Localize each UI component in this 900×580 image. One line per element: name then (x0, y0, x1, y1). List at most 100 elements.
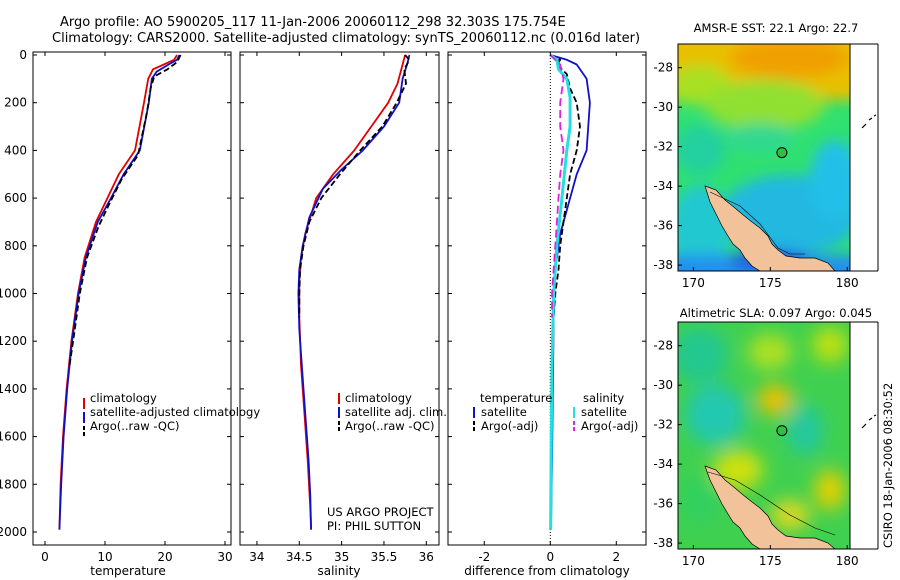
y-tick-label: 1200 (0, 334, 27, 348)
y-tick-label: 400 (4, 143, 27, 157)
series-satellite-adjusted-climatology (58, 54, 181, 530)
sst-argo-location-marker (776, 147, 788, 159)
pi-credit: PI: PHIL SUTTON (327, 519, 421, 533)
x-tick-label: 20 (157, 550, 172, 564)
legend-label-temp-argo: Argo(-adj) (481, 419, 538, 433)
x-tick-label: -2 (478, 550, 490, 564)
legend-label-climatology: climatology (90, 391, 157, 405)
legend-label-satellite-adjusted: satellite-adjusted climatology (90, 405, 260, 419)
lat-tick-label: -30 (653, 100, 673, 114)
x-tick-label: 34 (249, 550, 264, 564)
legend-label-argo: Argo(..raw -QC) (345, 419, 435, 433)
lat-tick-label: -34 (653, 457, 673, 471)
y-tick-label: 200 (4, 96, 27, 110)
lat-tick-label: -38 (653, 536, 673, 550)
lat-tick-label: -36 (653, 219, 673, 233)
lon-tick-label: 175 (759, 554, 782, 568)
y-tick-label: 1000 (0, 287, 27, 301)
y-tick-label: 1400 (0, 382, 27, 396)
temperature-series (58, 54, 182, 530)
sla-map-ticks: 170 175 180 -28 -30 -32 -34 -36 -38 (653, 321, 879, 568)
land-northland (704, 465, 836, 549)
series-argo-raw-qc- (68, 54, 182, 366)
sst-map-panel: AMSR-E SST: 22.1 Argo: 22.7 170 175 180 -28… (653, 21, 879, 290)
header-line-2: Climatology: CARS2000. Satellite-adjuste… (52, 31, 640, 46)
sla-argo-location-marker (776, 425, 788, 437)
difference-ticks: -2 0 2 (448, 52, 646, 564)
x-tick-label: 35 (334, 550, 349, 564)
difference-panel: -2 0 2 difference from climatology tempera… (447, 51, 647, 578)
salinity-legend: climatology satellite adj. clim. Argo(..… (338, 391, 447, 433)
sst-field (678, 44, 850, 271)
y-tick-label: 2000 (0, 525, 27, 539)
legend-header-temperature: temperature (480, 391, 552, 405)
difference-xlabel: difference from climatology (464, 564, 630, 578)
series-argo-raw-qc- (298, 54, 411, 318)
difference-series (549, 53, 591, 530)
series-temperature-argo-adj- (549, 54, 581, 366)
legend-label-sal-satellite: satellite (581, 405, 627, 419)
legend-label-argo: Argo(..raw -QC) (90, 419, 180, 433)
temperature-legend: climatology satellite-adjusted climatolo… (83, 391, 260, 437)
lat-tick-label: -28 (653, 61, 673, 75)
x-tick-label: 35.5 (371, 550, 398, 564)
lat-tick-label: -36 (653, 497, 673, 511)
x-tick-label: 2 (612, 550, 620, 564)
legend-label-sal-argo: Argo(-adj) (581, 419, 638, 433)
kermadec-islands (861, 414, 877, 429)
y-tick-label: 600 (4, 191, 27, 205)
temperature-xlabel: temperature (90, 564, 165, 578)
lat-tick-label: -32 (653, 140, 673, 154)
lon-tick-label: 170 (682, 554, 705, 568)
y-tick-label: 800 (4, 239, 27, 253)
x-tick-label: 36 (419, 550, 434, 564)
lon-tick-label: 180 (836, 554, 859, 568)
legend-label-satellite: satellite adj. clim. (345, 405, 447, 419)
salinity-series (297, 54, 411, 530)
lon-tick-label: 170 (682, 276, 705, 290)
land-northland (704, 185, 836, 271)
temperature-axes-box (32, 51, 232, 546)
legend-label-temp-satellite: satellite (481, 405, 527, 419)
lon-tick-label: 175 (759, 276, 782, 290)
salinity-axes-box (239, 51, 440, 546)
series-climatology (58, 54, 178, 530)
lat-tick-label: -28 (653, 339, 673, 353)
sst-map-title: AMSR-E SST: 22.1 Argo: 22.7 (694, 21, 859, 35)
difference-axes-box (447, 51, 647, 546)
project-credit: US ARGO PROJECT (327, 505, 435, 519)
csiro-timestamp: CSIRO 18-Jan-2006 08:30:52 (881, 383, 895, 548)
header-line-1: Argo profile: AO 5900205_117 11-Jan-2006… (60, 15, 566, 30)
sst-map-frame (677, 43, 851, 272)
salinity-panel: 34 34.5 35 35.5 36 salinity climatology sate… (239, 51, 447, 578)
legend-label-climatology: climatology (345, 391, 412, 405)
series-climatology (298, 54, 406, 530)
kermadec-islands (861, 114, 877, 129)
y-tick-label: 0 (19, 48, 27, 62)
sst-map-ticks: 170 175 180 -28 -30 -32 -34 -36 -38 (653, 43, 879, 290)
lon-tick-label: 180 (836, 276, 859, 290)
y-tick-label: 1800 (0, 477, 27, 491)
salinity-ticks: 34 34.5 35 35.5 36 (240, 52, 439, 564)
x-tick-label: 10 (97, 550, 112, 564)
series-satellite-adj-clim- (297, 54, 411, 530)
x-tick-label: 30 (217, 550, 232, 564)
lat-tick-label: -30 (653, 378, 673, 392)
temperature-ticks: 0 10 20 30 0 200 400 600 800 1000 1200 1400 1600 1800… (0, 48, 233, 564)
x-tick-label: 0 (546, 550, 554, 564)
temperature-panel: 0 10 20 30 0 200 400 600 800 1000 1200 1400 1600 1800… (0, 48, 260, 578)
sla-field (678, 322, 850, 549)
series-salinity-satellite (549, 53, 572, 530)
difference-legend: temperature salinity satellite Argo(-adj… (473, 391, 638, 433)
y-tick-label: 1600 (0, 430, 27, 444)
sla-map-frame (677, 321, 851, 550)
sla-map-panel: Altimetric SLA: 0.097 Argo: 0.045 170 175… (653, 306, 879, 568)
x-tick-label: 34.5 (286, 550, 313, 564)
lat-tick-label: -34 (653, 179, 673, 193)
x-tick-label: 0 (41, 550, 49, 564)
lat-tick-label: -32 (653, 418, 673, 432)
legend-header-salinity: salinity (583, 391, 624, 405)
series-salinity-argo-adj- (549, 54, 565, 318)
salinity-xlabel: salinity (317, 564, 360, 578)
